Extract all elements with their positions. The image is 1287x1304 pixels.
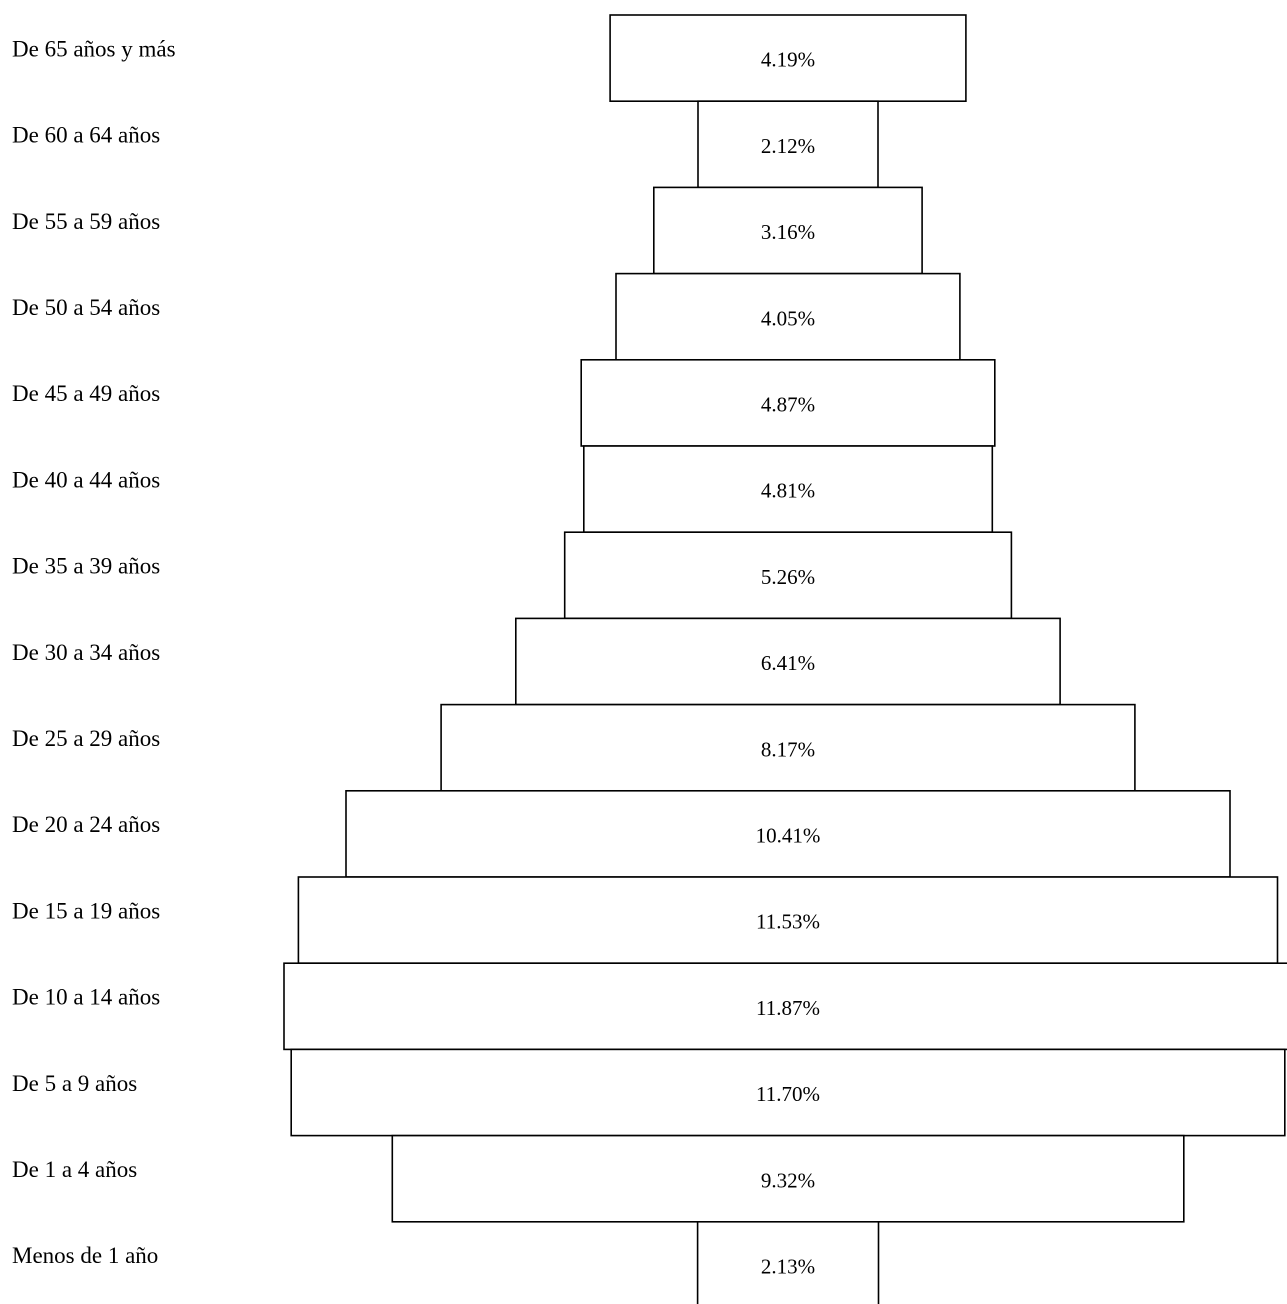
value-label-4: 4.87% (761, 393, 815, 417)
category-labels-group: De 65 años y más De 60 a 64 años De 55 a 5… (12, 36, 176, 1268)
bar-11 (283, 962, 1287, 1051)
value-label-5: 4.81% (761, 479, 815, 503)
value-label-11: 11.87% (756, 996, 820, 1020)
bar-7 (514, 617, 1061, 706)
bar-14 (696, 1221, 880, 1304)
value-label-10: 11.53% (756, 910, 820, 934)
category-label-8: De 25 a 29 años (12, 726, 160, 751)
bar-9 (345, 789, 1231, 878)
bar-4 (580, 358, 996, 447)
value-label-2: 3.16% (761, 220, 815, 244)
value-label-3: 4.05% (761, 306, 815, 330)
value-label-9: 10.41% (756, 824, 821, 848)
category-label-5: De 40 a 44 años (12, 467, 160, 492)
category-label-9: De 20 a 24 años (12, 812, 160, 837)
category-label-6: De 35 a 39 años (12, 554, 160, 579)
bar-1 (697, 100, 879, 189)
category-label-13: De 1 a 4 años (12, 1157, 137, 1182)
bar-0 (609, 14, 967, 102)
value-label-8: 8.17% (761, 737, 815, 761)
value-label-12: 11.70% (756, 1082, 820, 1106)
category-label-11: De 10 a 14 años (12, 985, 160, 1010)
category-label-4: De 45 a 49 años (12, 381, 160, 406)
bars-group (283, 14, 1287, 1304)
category-label-7: De 30 a 34 años (12, 640, 160, 665)
category-label-12: De 5 a 9 años (12, 1071, 137, 1096)
value-label-14: 2.13% (761, 1255, 815, 1279)
bar-3 (615, 272, 961, 361)
bar-12 (290, 1048, 1286, 1137)
category-label-3: De 50 a 54 años (12, 295, 160, 320)
value-labels-group: 4.19% 2.12% 3.16% 4.05% 4.87% 4.81% 5.26% 6.41%… (756, 48, 821, 1279)
category-label-14: Menos de 1 año (12, 1243, 158, 1268)
category-label-10: De 15 a 19 años (12, 898, 160, 923)
category-label-2: De 55 a 59 años (12, 209, 160, 234)
value-label-1: 2.12% (761, 134, 815, 158)
value-label-6: 5.26% (761, 565, 815, 589)
value-label-7: 6.41% (761, 651, 815, 675)
value-label-13: 9.32% (761, 1168, 815, 1192)
bar-2 (652, 186, 923, 275)
value-label-0: 4.19% (761, 48, 815, 72)
bar-5 (582, 445, 994, 533)
category-label-1: De 60 a 64 años (12, 123, 160, 148)
bar-10 (297, 876, 1279, 964)
category-label-0: De 65 años y más (12, 36, 176, 61)
